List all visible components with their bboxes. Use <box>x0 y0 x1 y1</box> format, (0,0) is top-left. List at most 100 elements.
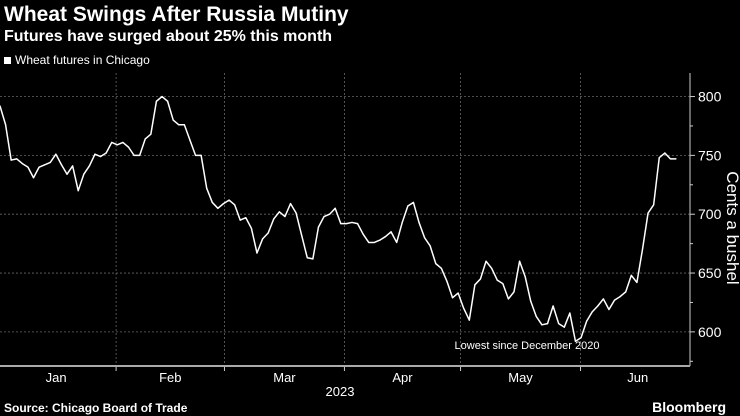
data-point <box>435 263 437 265</box>
data-point <box>625 291 627 293</box>
data-point <box>373 241 375 244</box>
data-point <box>524 275 526 278</box>
data-point <box>558 323 560 325</box>
data-point <box>167 100 169 102</box>
data-point <box>234 204 236 206</box>
chart-title: Wheat Swings After Russia Mutiny <box>4 3 349 26</box>
data-point <box>183 124 185 126</box>
annotation-lowest: Lowest since December 2020 <box>455 340 600 352</box>
data-point <box>278 211 280 213</box>
data-point <box>323 215 325 218</box>
data-point <box>591 311 593 313</box>
data-point <box>116 144 118 146</box>
y-tick-label: 700 <box>698 206 722 222</box>
legend: Wheat futures in Chicago <box>4 53 150 67</box>
data-point <box>273 218 275 220</box>
x-tick-label: Jan <box>46 370 67 385</box>
data-point <box>356 223 359 225</box>
data-point <box>451 297 454 299</box>
data-point <box>390 231 392 233</box>
data-point <box>261 238 264 240</box>
data-point <box>329 213 331 215</box>
data-point <box>368 241 370 244</box>
data-point <box>669 158 672 160</box>
data-point <box>83 173 85 175</box>
data-point <box>530 300 532 302</box>
y-tick-label: 650 <box>698 265 722 281</box>
data-point <box>401 221 403 224</box>
data-point <box>597 305 599 307</box>
data-point <box>0 105 1 107</box>
x-tick-label: Feb <box>159 370 181 385</box>
data-point <box>507 298 509 300</box>
data-point <box>250 227 253 229</box>
data-point <box>541 324 543 326</box>
data-point <box>384 235 387 238</box>
data-point <box>412 201 415 204</box>
data-point <box>619 295 621 298</box>
data-point <box>429 245 431 247</box>
chart-subtitle: Futures have surged about 25% this month <box>4 28 333 45</box>
legend-swatch <box>4 56 11 64</box>
data-point <box>518 260 521 262</box>
data-point <box>206 187 208 189</box>
data-point <box>66 173 68 175</box>
data-point <box>362 233 364 235</box>
x-tick-label: May <box>508 370 533 385</box>
data-point <box>295 212 297 214</box>
data-point <box>502 283 504 285</box>
data-point <box>491 267 493 269</box>
data-point <box>630 274 632 276</box>
data-point <box>178 124 180 126</box>
data-point <box>479 278 482 280</box>
data-point <box>267 232 269 234</box>
data-point <box>552 305 554 307</box>
data-point <box>155 100 158 102</box>
data-point <box>340 223 342 225</box>
x-axis-label: 2023 <box>326 384 355 399</box>
y-axis-label: Cents a bushel <box>723 171 740 284</box>
data-point <box>563 326 565 328</box>
data-point <box>49 161 51 164</box>
data-point <box>133 154 135 156</box>
data-point <box>284 215 286 218</box>
data-point <box>60 164 63 166</box>
data-point <box>222 203 225 205</box>
data-point <box>613 299 616 301</box>
data-point <box>636 281 638 284</box>
y-tick-label: 750 <box>698 147 722 163</box>
data-point <box>27 166 29 168</box>
data-point <box>407 205 409 207</box>
data-point <box>256 252 258 254</box>
data-point <box>38 166 40 168</box>
data-point <box>88 165 90 167</box>
data-point <box>641 248 644 251</box>
data-point <box>423 237 426 239</box>
data-point <box>653 204 655 206</box>
data-point <box>569 312 571 314</box>
data-point <box>150 133 152 135</box>
data-point <box>139 154 141 156</box>
data-point <box>217 207 219 209</box>
data-point <box>546 323 549 325</box>
data-point <box>396 241 398 244</box>
y-tick-label: 800 <box>698 89 722 105</box>
y-tick-label: 600 <box>698 324 722 340</box>
data-point <box>211 201 213 204</box>
data-point <box>574 340 577 342</box>
data-point <box>468 319 470 321</box>
bloomberg-logo: Bloomberg <box>652 399 726 415</box>
data-point <box>72 165 74 167</box>
data-point <box>99 155 102 158</box>
source-note: Source: Chicago Board of Trade <box>4 401 188 415</box>
data-point <box>351 221 353 224</box>
data-point <box>144 138 146 140</box>
data-point <box>457 292 459 294</box>
data-point <box>580 337 582 339</box>
data-point <box>306 257 308 259</box>
data-point <box>301 234 303 236</box>
data-point <box>10 159 12 161</box>
data-point <box>317 226 320 228</box>
